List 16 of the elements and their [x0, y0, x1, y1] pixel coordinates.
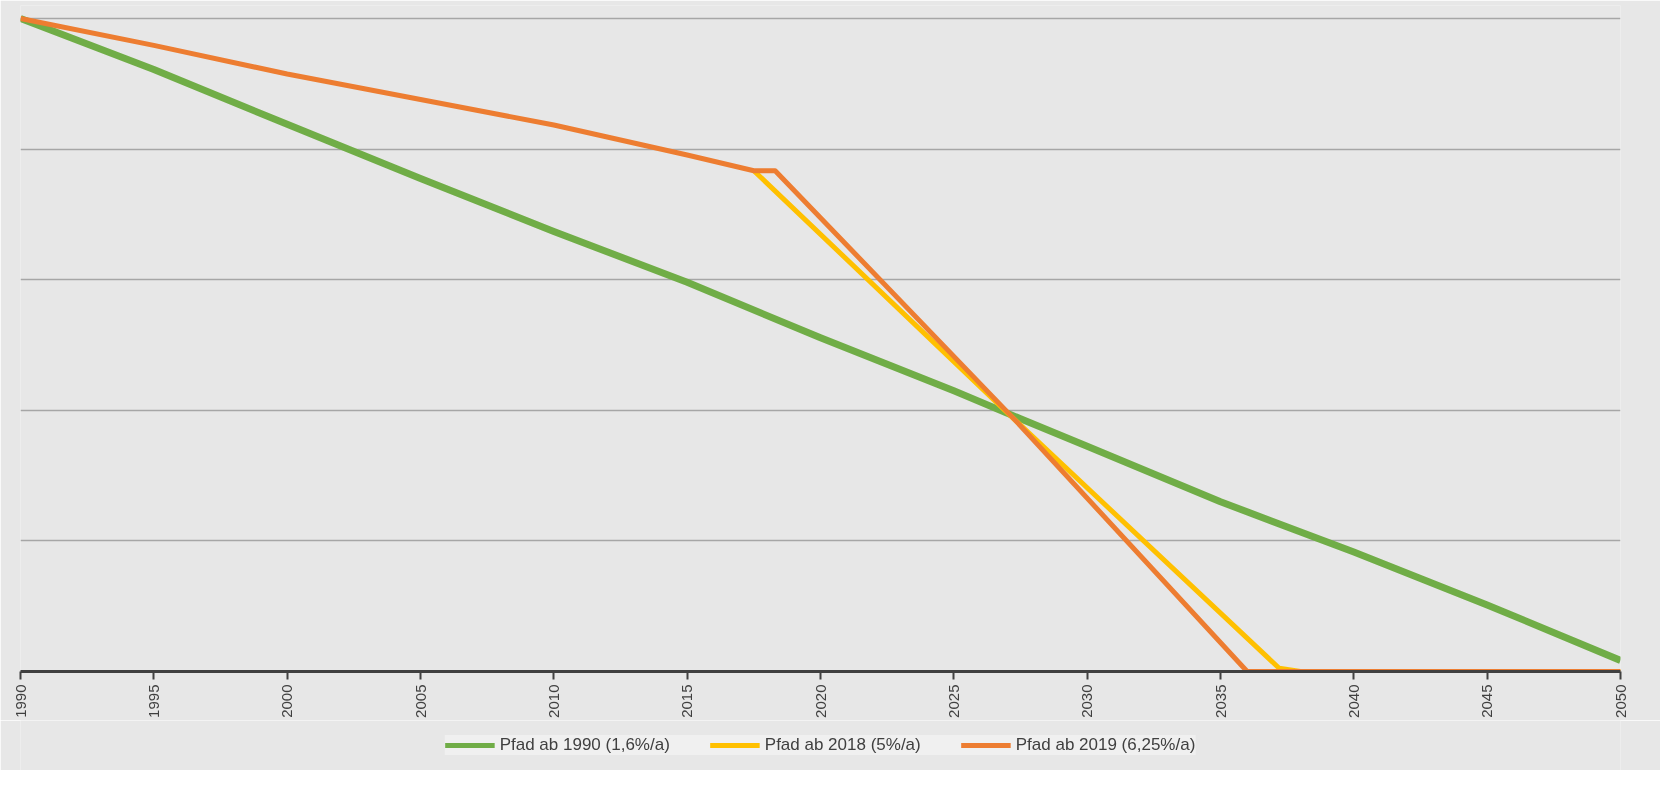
x-tick-label: 2025	[944, 684, 962, 718]
x-tick-label: 2035	[1211, 684, 1229, 718]
x-tick-label: 2030	[1078, 684, 1096, 718]
legend-label: Pfad ab 1990 (1,6%/a)	[499, 735, 670, 755]
x-tick-label: 2015	[678, 684, 696, 718]
x-tick-label: 2010	[544, 684, 562, 718]
x-tick-label: 1995	[144, 684, 162, 718]
legend-label: Pfad ab 2018 (5%/a)	[764, 735, 921, 755]
x-tick-label: 2000	[278, 684, 296, 718]
x-tick-label: 2045	[1478, 684, 1496, 718]
x-tick-label: 2005	[411, 684, 429, 718]
x-tick-label: 2050	[1611, 684, 1629, 718]
x-tick-label: 2020	[811, 684, 829, 718]
legend-label: Pfad ab 2019 (6,25%/a)	[1015, 735, 1196, 755]
x-tick-label: 2040	[1344, 684, 1362, 718]
x-tick-label: 1990	[11, 684, 29, 718]
